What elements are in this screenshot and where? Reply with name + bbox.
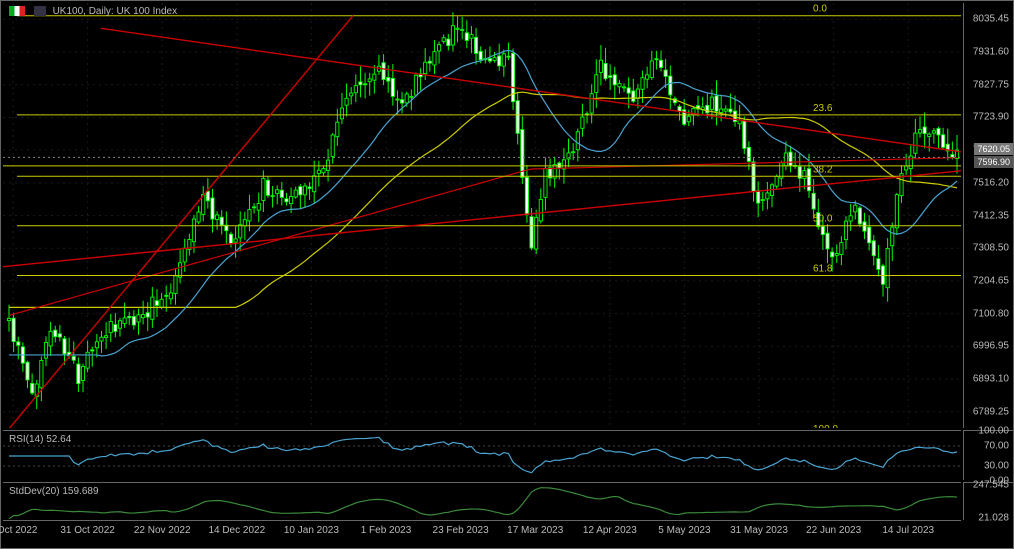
y-tick-label: 7100.80 — [973, 308, 1009, 319]
y-tick-label: 6789.25 — [973, 406, 1009, 417]
rsi-panel[interactable]: RSI(14) 52.64 — [3, 430, 961, 480]
date-x-axis: 7 Oct 2022 31 Oct 2022 22 Nov 2022 14 Dec 2… — [3, 520, 961, 548]
x-tick-label: 22 Nov 2022 — [134, 525, 191, 536]
svg-text:50.0: 50.0 — [813, 214, 833, 225]
current-price-box: 7596.90 — [974, 156, 1013, 168]
y-tick-label: 6893.10 — [973, 374, 1009, 385]
y-tick-label: 8035.45 — [973, 14, 1009, 25]
stddev-value: 159.689 — [62, 486, 98, 497]
x-tick-label: 10 Jan 2023 — [284, 525, 339, 536]
y-tick-label: 6996.95 — [973, 341, 1009, 352]
x-tick-label: 14 Jul 2023 — [882, 525, 934, 536]
stddev-y-tick: 247.545 — [973, 479, 1009, 490]
y-tick-label: 7412.35 — [973, 210, 1009, 221]
x-tick-label: 14 Dec 2022 — [208, 525, 265, 536]
main-chart-svg: 0.023.638.250.061.8100.0 — [3, 3, 961, 428]
x-tick-label: 1 Feb 2023 — [361, 525, 412, 536]
stddev-title: StdDev(20) 159.689 — [9, 486, 99, 497]
rsi-title: RSI(14) 52.64 — [9, 434, 71, 445]
chart-title-text: UK100, Daily: UK 100 Index — [53, 6, 178, 17]
svg-text:100.0: 100.0 — [813, 424, 838, 428]
price-chart-panel[interactable]: UK100, Daily: UK 100 Index 0.023.638.250… — [3, 3, 961, 428]
price-y-axis: 8035.45 7931.60 7827.75 7723.90 7620.05 7516.… — [963, 3, 1013, 428]
rsi-y-tick: 30.00 — [984, 461, 1009, 472]
instrument-icon — [9, 6, 25, 16]
rsi-svg — [3, 431, 961, 480]
x-tick-label: 22 Jun 2023 — [806, 525, 861, 536]
x-tick-label: 7 Oct 2022 — [0, 525, 37, 536]
stddev-svg — [3, 483, 961, 520]
stddev-y-axis: 247.545 21.028 — [963, 482, 1013, 520]
chart-title: UK100, Daily: UK 100 Index — [9, 6, 177, 17]
x-tick-label: 5 May 2023 — [658, 525, 710, 536]
price-hover-box: 7620.05 — [974, 143, 1013, 155]
svg-text:61.8: 61.8 — [813, 263, 833, 274]
y-tick-label: 7827.75 — [973, 79, 1009, 90]
chart-container: UK100, Daily: UK 100 Index 0.023.638.250… — [0, 0, 1014, 549]
y-tick-label: 7308.50 — [973, 243, 1009, 254]
x-tick-label: 17 Mar 2023 — [507, 525, 563, 536]
rsi-y-axis: 100.0070.0030.000.00 — [963, 430, 1013, 480]
y-tick-label: 7931.60 — [973, 47, 1009, 58]
rsi-y-tick: 70.00 — [984, 441, 1009, 452]
rsi-label: RSI(14) — [9, 434, 43, 445]
stddev-label: StdDev(20) — [9, 486, 60, 497]
y-tick-label: 7723.90 — [973, 112, 1009, 123]
x-tick-label: 23 Feb 2023 — [433, 525, 489, 536]
y-tick-label: 7516.20 — [973, 177, 1009, 188]
svg-text:23.6: 23.6 — [813, 103, 833, 114]
svg-text:0.0: 0.0 — [813, 4, 827, 15]
stddev-y-tick: 21.028 — [978, 512, 1009, 523]
timeframe-icon — [34, 6, 46, 16]
x-tick-label: 31 Oct 2022 — [60, 525, 114, 536]
rsi-value: 52.64 — [46, 434, 71, 445]
x-tick-label: 12 Apr 2023 — [583, 525, 637, 536]
x-tick-label: 31 May 2023 — [730, 525, 788, 536]
y-tick-label: 7204.65 — [973, 275, 1009, 286]
rsi-y-tick: 100.00 — [978, 426, 1009, 437]
stddev-panel[interactable]: StdDev(20) 159.689 — [3, 482, 961, 520]
